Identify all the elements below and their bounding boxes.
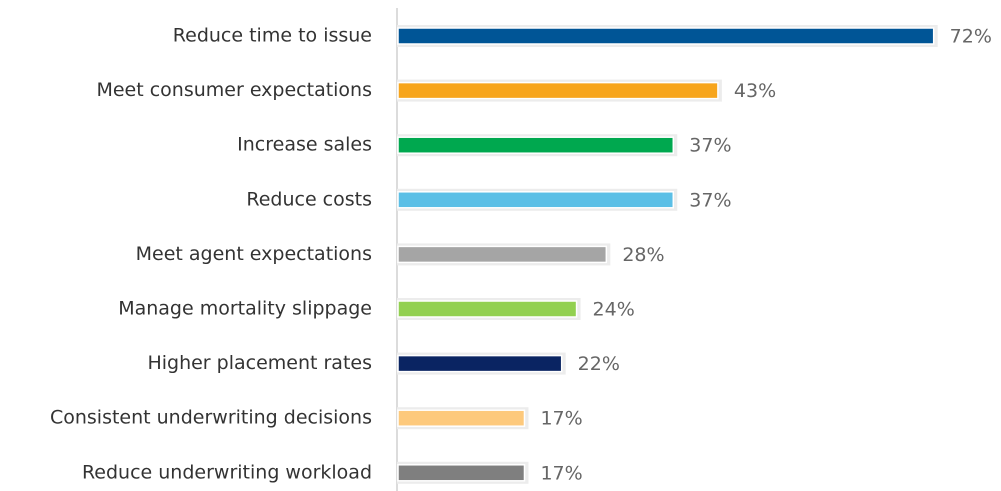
- category-label: Reduce costs: [246, 188, 372, 210]
- bar: [397, 464, 526, 482]
- value-label: 22%: [578, 353, 620, 375]
- value-label: 43%: [734, 80, 776, 102]
- category-label: Consistent underwriting decisions: [50, 407, 372, 429]
- category-label: Meet consumer expectations: [96, 79, 372, 101]
- value-label: 37%: [689, 135, 731, 157]
- category-label: Manage mortality slippage: [118, 298, 372, 320]
- bar: [397, 354, 563, 373]
- bar: [397, 409, 526, 427]
- category-label: Higher placement rates: [147, 352, 372, 374]
- value-label: 17%: [540, 462, 582, 484]
- value-label: 24%: [593, 299, 635, 321]
- bar: [397, 136, 675, 154]
- bar: [397, 245, 608, 264]
- bar: [397, 300, 578, 318]
- category-label: Reduce time to issue: [173, 25, 372, 47]
- bar: [397, 191, 675, 209]
- category-label: Reduce underwriting workload: [82, 461, 372, 483]
- value-label: 17%: [540, 408, 582, 430]
- bar: [397, 27, 935, 45]
- value-label: 37%: [689, 189, 731, 211]
- value-label: 28%: [622, 244, 664, 266]
- category-label: Increase sales: [237, 134, 372, 156]
- bar: [397, 81, 719, 100]
- category-label: Meet agent expectations: [136, 243, 372, 265]
- value-label: 72%: [950, 26, 992, 48]
